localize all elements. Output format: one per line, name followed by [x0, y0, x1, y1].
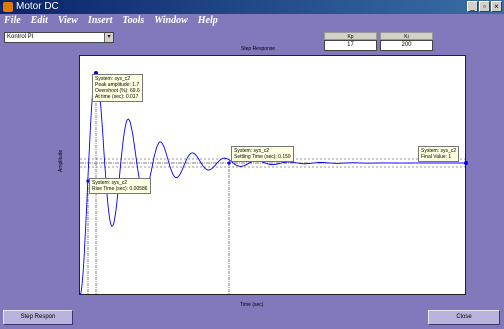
controller-dropdown[interactable]: Kontrol PI ▾ [4, 32, 114, 43]
datatip-line: System: sys_c2 [234, 148, 270, 154]
chevron-down-icon[interactable]: ▾ [104, 33, 113, 42]
kp-label: Kp [324, 32, 377, 40]
plot-area [79, 55, 466, 295]
datatip-line: Settling Time (sec): 0.159 [234, 154, 291, 160]
menu-view[interactable]: View [57, 15, 78, 26]
rise-marker[interactable] [86, 179, 90, 183]
ki-input[interactable]: 200 [380, 40, 433, 51]
rise-datatip[interactable]: System: sys_c2 Rise Time (sec): 0.00586 [89, 178, 151, 194]
minimize-button[interactable]: _ [467, 1, 478, 12]
datatip-line: System: sys_c2 [95, 76, 131, 82]
peak-datatip[interactable]: System: sys_c2 Peak amplitude: 1.7 Overs… [92, 74, 143, 102]
menu-window[interactable]: Window [154, 15, 188, 26]
datatip-line: System: sys_c2 [421, 148, 457, 154]
kp-param: Kp 17 [324, 32, 377, 51]
ki-param: Ki 200 [380, 32, 433, 51]
menu-file[interactable]: File [4, 15, 21, 26]
kp-input[interactable]: 17 [324, 40, 377, 51]
settle-datatip[interactable]: System: sys_c2 Settling Time (sec): 0.15… [231, 146, 294, 162]
window-title: Motor DC [16, 1, 59, 12]
settle-marker[interactable] [227, 161, 231, 165]
y-axis-label: Amplitude [58, 149, 64, 172]
controller-selected-value: Kontrol PI [7, 34, 34, 40]
datatip-line: Overshoot (%): 69.6 [95, 88, 140, 94]
datatip-line: At time (sec): 0.017 [95, 94, 139, 100]
plot-title: Step Response [240, 46, 276, 52]
menu-edit[interactable]: Edit [30, 15, 48, 26]
menu-help[interactable]: Help [197, 15, 218, 26]
ki-label: Ki [380, 32, 433, 40]
datatip-line: System: sys_c2 [92, 180, 128, 186]
matlab-logo-icon [3, 2, 13, 12]
menu-tools[interactable]: Tools [122, 15, 145, 26]
final-datatip[interactable]: System: sys_c2 Final Value: 1 [418, 146, 460, 162]
step-response-button[interactable]: Step Respon [3, 310, 73, 325]
datatip-line: Final Value: 1 [421, 154, 452, 160]
close-window-button[interactable]: × [491, 1, 502, 12]
close-button[interactable]: Close [428, 310, 500, 325]
final-marker[interactable] [464, 161, 468, 165]
maximize-button[interactable]: ▫ [479, 1, 490, 12]
menu-bar: File Edit View Insert Tools Window Help [0, 14, 504, 27]
title-bar: Motor DC _ ▫ × [0, 0, 504, 14]
datatip-line: Rise Time (sec): 0.00586 [92, 186, 148, 192]
menu-insert[interactable]: Insert [87, 15, 113, 26]
datatip-line: Peak amplitude: 1.7 [95, 82, 140, 88]
x-axis-label: Time (sec) [240, 302, 264, 308]
